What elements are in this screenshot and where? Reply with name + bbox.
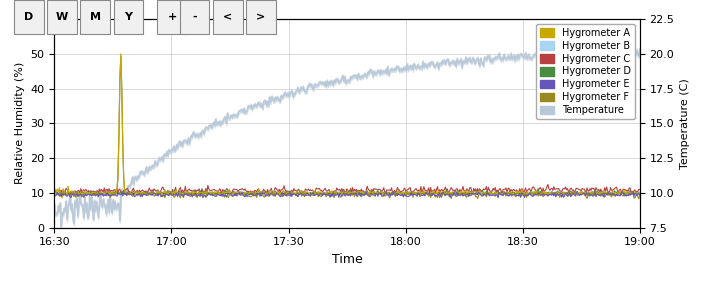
Text: Y: Y — [124, 12, 133, 22]
Text: D: D — [24, 12, 34, 22]
Y-axis label: Temperature (C): Temperature (C) — [680, 78, 690, 169]
Text: W: W — [56, 12, 68, 22]
Text: -: - — [192, 12, 197, 22]
Text: +: + — [167, 12, 177, 22]
Text: >: > — [256, 12, 266, 22]
X-axis label: Time: Time — [332, 253, 362, 266]
Y-axis label: Relative Humidity (%): Relative Humidity (%) — [15, 62, 25, 185]
Text: M: M — [90, 12, 101, 22]
Text: <: < — [223, 12, 233, 22]
Legend: Hygrometer A, Hygrometer B, Hygrometer C, Hygrometer D, Hygrometer E, Hygrometer: Hygrometer A, Hygrometer B, Hygrometer C… — [536, 24, 635, 119]
